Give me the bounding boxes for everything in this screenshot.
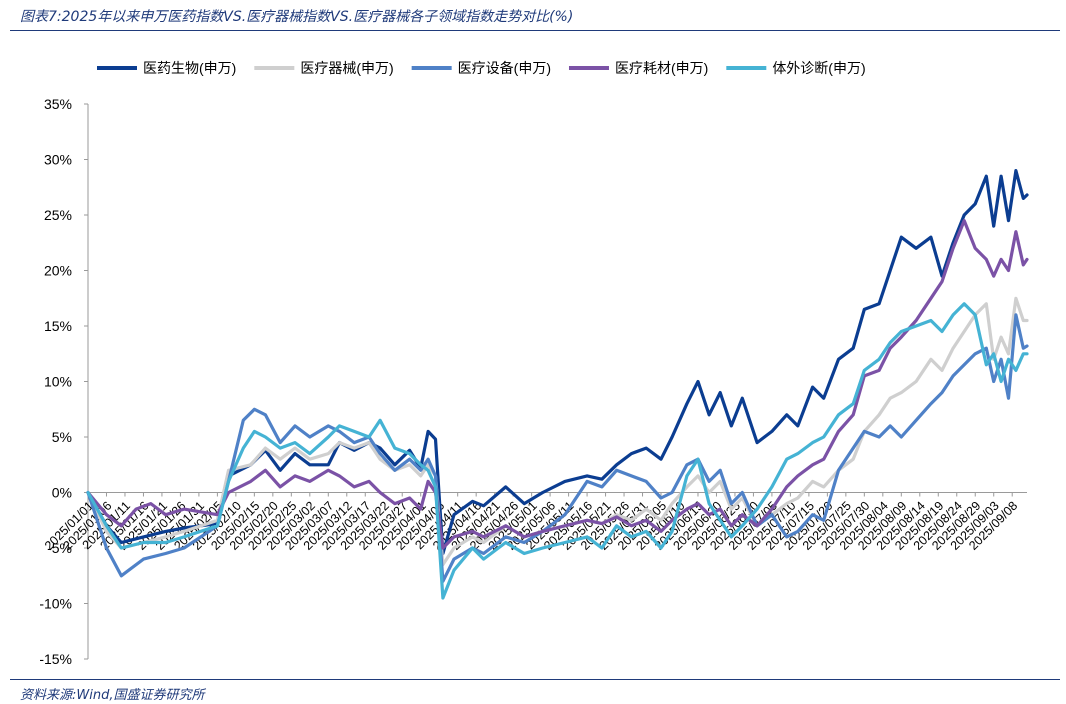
series-lines [86, 169, 1029, 600]
legend-label-3: 医疗设备(申万) [458, 60, 551, 76]
y-axis: 35% 30% 25% 20% 15% 10% 5% 0% -5% -10% -15% [39, 96, 89, 667]
y-tick-label: 0% [52, 485, 72, 501]
series-line-1 [86, 169, 1029, 556]
legend-label-4: 医疗耗材(申万) [615, 60, 708, 76]
bottom-rule [10, 679, 1060, 680]
series-line-5 [86, 302, 1029, 600]
y-tick-label: -10% [39, 596, 72, 612]
y-tick-label: 35% [44, 96, 72, 112]
source-note: 资料来源:Wind,国盛证券研究所 [20, 688, 205, 703]
legend-label-1: 医药生物(申万) [143, 60, 236, 76]
y-tick-label: -15% [39, 651, 72, 667]
y-tick-label: 10% [44, 374, 72, 390]
y-tick-label: 20% [44, 263, 72, 279]
series-line-3 [86, 313, 1029, 583]
y-tick-label: 15% [44, 318, 72, 334]
y-tick-label: -5% [47, 540, 72, 556]
legend-label-2: 医疗器械(申万) [300, 60, 393, 76]
legend-label-5: 体外诊断(申万) [772, 60, 865, 76]
top-rule [10, 30, 1060, 31]
y-tick-label: 30% [44, 152, 72, 168]
series-line-4 [86, 219, 1029, 550]
chart-legend: 医药生物(申万) 医疗器械(申万) 医疗设备(申万) 医疗耗材(申万) 体外诊断(申万) [97, 60, 866, 76]
y-tick-label: 25% [44, 207, 72, 223]
y-tick-label: 5% [52, 429, 72, 445]
series-line-2 [86, 296, 1029, 567]
figure-title: 图表7:2025年以来申万医药指数VS.医疗器械指数VS.医疗器械各子领域指数走… [20, 9, 574, 25]
